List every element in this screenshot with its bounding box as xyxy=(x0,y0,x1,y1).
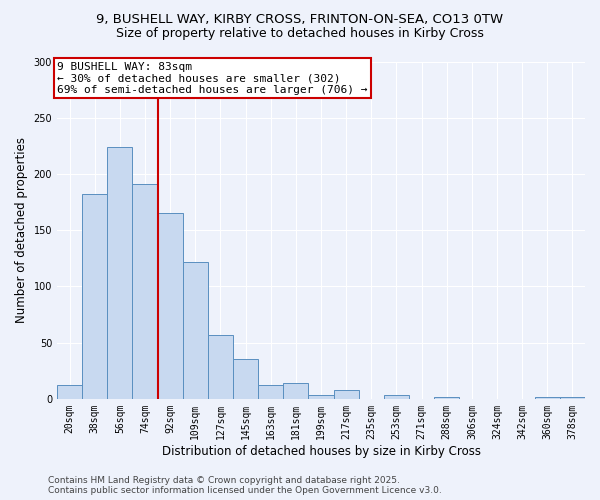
Bar xyxy=(208,334,233,399)
Text: 9, BUSHELL WAY, KIRBY CROSS, FRINTON-ON-SEA, CO13 0TW: 9, BUSHELL WAY, KIRBY CROSS, FRINTON-ON-… xyxy=(97,12,503,26)
X-axis label: Distribution of detached houses by size in Kirby Cross: Distribution of detached houses by size … xyxy=(161,444,481,458)
Y-axis label: Number of detached properties: Number of detached properties xyxy=(15,137,28,323)
Bar xyxy=(107,147,133,399)
Bar xyxy=(560,396,585,399)
Bar xyxy=(57,386,82,399)
Bar xyxy=(133,184,158,399)
Bar xyxy=(384,396,409,399)
Bar xyxy=(82,194,107,399)
Bar xyxy=(535,396,560,399)
Bar xyxy=(283,383,308,399)
Bar xyxy=(434,396,459,399)
Text: Size of property relative to detached houses in Kirby Cross: Size of property relative to detached ho… xyxy=(116,28,484,40)
Bar xyxy=(158,214,183,399)
Bar xyxy=(233,360,258,399)
Bar xyxy=(258,386,283,399)
Text: Contains HM Land Registry data © Crown copyright and database right 2025.
Contai: Contains HM Land Registry data © Crown c… xyxy=(48,476,442,495)
Bar xyxy=(183,262,208,399)
Text: 9 BUSHELL WAY: 83sqm
← 30% of detached houses are smaller (302)
69% of semi-deta: 9 BUSHELL WAY: 83sqm ← 30% of detached h… xyxy=(57,62,368,94)
Bar xyxy=(308,396,334,399)
Bar xyxy=(334,390,359,399)
